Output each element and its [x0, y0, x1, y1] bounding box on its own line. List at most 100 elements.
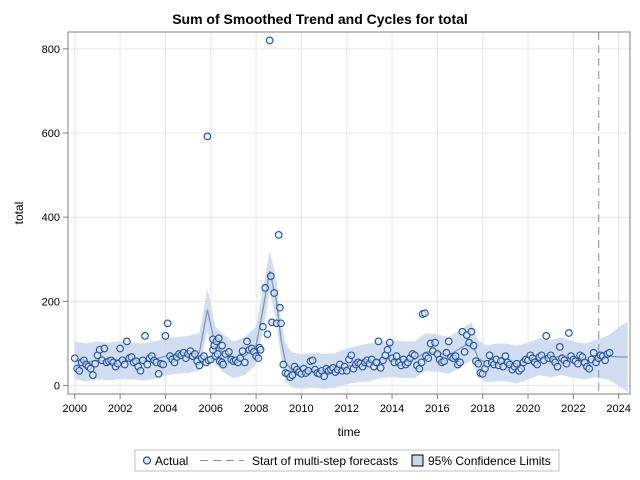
actual-point — [542, 332, 551, 340]
y-tick-label: 200 — [42, 296, 60, 308]
chart-title: Sum of Smoothed Trend and Cycles for tot… — [172, 11, 468, 27]
actual-point — [261, 284, 270, 292]
actual-point — [320, 372, 328, 381]
actual-point — [451, 352, 460, 360]
x-axis-label: time — [338, 425, 361, 439]
actual-point — [415, 364, 424, 373]
actual-point — [385, 338, 394, 347]
actual-point — [70, 354, 79, 363]
actual-point — [564, 329, 573, 337]
actual-point — [376, 364, 385, 372]
actual-point — [347, 351, 356, 360]
actual-point — [256, 345, 265, 354]
actual-point — [417, 358, 426, 367]
actual-point — [136, 366, 145, 375]
x-tick-label: 2000 — [63, 403, 87, 415]
actual-point — [91, 359, 100, 368]
actual-point — [485, 351, 494, 360]
y-tick-label: 400 — [42, 212, 60, 224]
legend: Actual Start of multi-step forecasts 95%… — [134, 449, 560, 472]
actual-point — [460, 348, 469, 356]
actual-point — [372, 358, 381, 367]
x-axis: 2000 2002 2004 2006 2008 2010 2012 2014 2016 2018… — [63, 394, 631, 415]
legend-frame — [134, 449, 560, 472]
actual-point — [195, 361, 204, 370]
actual-point — [225, 348, 233, 356]
actual-point — [240, 358, 249, 367]
actual-point — [213, 350, 222, 358]
actual-point — [100, 344, 109, 353]
x-tick-label: 2022 — [561, 403, 585, 415]
actual-point — [263, 330, 272, 339]
actual-point — [605, 348, 614, 357]
actual-point — [589, 348, 598, 357]
actual-point — [116, 344, 124, 353]
actual-point — [163, 319, 172, 328]
x-tick-label: 2020 — [516, 403, 540, 415]
actual-point — [517, 364, 526, 373]
actual-point — [274, 231, 283, 239]
actual-point — [265, 36, 274, 45]
actual-point — [421, 309, 429, 318]
legend-band-swatch — [411, 454, 424, 467]
actual-point — [392, 352, 401, 360]
actual-point — [203, 132, 212, 141]
actual-point — [374, 337, 383, 346]
x-tick-label: 2002 — [108, 403, 132, 415]
x-tick-label: 2010 — [289, 403, 313, 415]
actual-point — [143, 360, 152, 369]
actual-point — [120, 360, 129, 369]
actual-point — [75, 366, 84, 375]
actual-point — [279, 360, 288, 369]
actual-point — [238, 347, 247, 355]
actual-point — [501, 352, 510, 360]
actual-point — [424, 354, 433, 363]
actual-point — [159, 360, 168, 369]
actual-point — [383, 345, 392, 354]
actual-point — [276, 303, 284, 312]
actual-point — [123, 337, 131, 346]
actual-point — [474, 359, 483, 368]
actual-point — [601, 356, 609, 365]
x-tick-label: 2004 — [153, 403, 177, 415]
actual-point — [243, 337, 251, 346]
actual-point — [562, 359, 571, 368]
x-tick-label: 2008 — [244, 403, 268, 415]
actual-point — [444, 337, 453, 346]
x-tick-label: 2012 — [334, 403, 358, 415]
plot-frame — [67, 31, 631, 395]
actual-point — [553, 362, 562, 371]
y-axis: 0 200 400 600 800 — [42, 44, 68, 393]
actual-point — [442, 348, 451, 357]
actual-point — [555, 343, 564, 351]
actual-point — [574, 359, 582, 368]
actual-point — [533, 360, 541, 369]
actual-point — [431, 338, 439, 347]
actual-point — [304, 366, 313, 375]
actual-point — [456, 358, 464, 367]
actual-point — [410, 351, 419, 360]
actual-point — [342, 366, 351, 375]
actual-point — [214, 334, 223, 343]
actual-point — [219, 360, 228, 369]
actual-point — [266, 272, 275, 280]
x-tick-label: 2014 — [380, 403, 404, 415]
actual-point — [254, 354, 263, 363]
x-tick-label: 2024 — [606, 403, 630, 415]
actual-point — [288, 371, 297, 379]
actual-point — [270, 289, 279, 297]
legend-actual-label: Actual — [155, 454, 188, 468]
actual-point — [141, 332, 149, 340]
actual-point — [308, 356, 317, 365]
actual-markers-layer — [70, 36, 614, 382]
actual-point — [154, 369, 163, 378]
actual-point — [218, 341, 226, 350]
actual-point — [585, 364, 594, 373]
actual-point — [467, 327, 476, 336]
actual-point — [191, 350, 199, 358]
legend-forecast-label: Start of multi-step forecasts — [252, 454, 398, 468]
y-tick-label: 0 — [54, 381, 60, 393]
x-tick-label: 2006 — [199, 403, 223, 415]
actual-point — [259, 322, 267, 331]
